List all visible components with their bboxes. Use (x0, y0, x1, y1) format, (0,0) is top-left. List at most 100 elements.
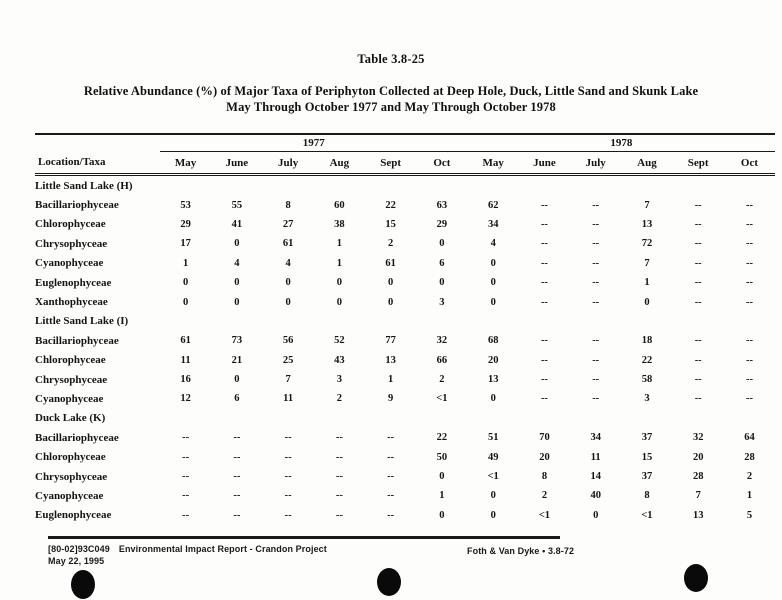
value-cell: -- (182, 432, 190, 444)
taxa-row: Bacillariophyceae 61 73 56 52 77 32 68 -- -- 18 -- -… (35, 331, 775, 350)
value-cell: 1 (746, 490, 753, 502)
value-cell: -- (540, 393, 548, 405)
value-cell: 27 (282, 218, 294, 230)
value-cell: 4 (490, 238, 496, 250)
value-cell: 34 (487, 218, 499, 230)
value-cell: 77 (385, 335, 396, 347)
value-cell: -- (284, 432, 292, 444)
taxon-label: Chlorophyceae (35, 354, 106, 367)
value-cell: 0 (490, 257, 496, 269)
value-cell: -- (284, 509, 292, 521)
taxon-label: Euglenophyceae (35, 509, 112, 522)
value-cell: -- (233, 471, 241, 483)
value-cell: 8 (285, 199, 291, 211)
value-cell: 61 (385, 257, 396, 269)
taxon-label: Bacillariophyceae (35, 199, 119, 212)
value-cell: 22 (436, 432, 448, 444)
value-cell: 0 (439, 471, 445, 483)
value-cell: -- (694, 296, 702, 308)
value-cell: -- (694, 238, 702, 250)
taxon-label: Cyanophyceae (35, 392, 104, 405)
value-cell: -- (745, 238, 753, 250)
month-header: Aug (621, 151, 673, 176)
value-cell: 60 (334, 199, 345, 211)
value-cell: 49 (487, 451, 499, 463)
value-cell: -- (540, 238, 548, 250)
value-cell: -- (233, 432, 241, 444)
value-cell: 70 (539, 432, 550, 444)
value-cell: -- (540, 277, 548, 289)
value-cell: 16 (180, 374, 191, 386)
taxon-label: Chlorophyceae (35, 218, 106, 231)
value-cell: -- (233, 509, 241, 521)
taxa-row: Xanthophyceae 0 0 0 0 0 3 0 -- -- 0 -- -- (35, 292, 775, 311)
value-cell: -- (284, 490, 292, 502)
value-cell: 0 (490, 277, 496, 289)
value-cell: 13 (487, 374, 499, 386)
value-cell: 1 (644, 277, 650, 289)
value-cell: 0 (490, 296, 496, 308)
value-cell: -- (694, 374, 702, 386)
value-cell: -- (694, 257, 702, 269)
month-header: Aug (313, 151, 365, 176)
value-cell: 20 (539, 451, 550, 463)
value-cell: 0 (388, 277, 394, 289)
hole-punch-dot (71, 570, 95, 599)
footer-doc-title: Environmental Impact Report - Crandon Pr… (118, 544, 327, 554)
value-cell: 0 (183, 277, 189, 289)
value-cell: 18 (641, 335, 653, 347)
value-cell: 61 (180, 335, 191, 347)
value-cell: 11 (180, 354, 191, 366)
location-label: Duck Lake (K) (35, 412, 106, 425)
value-cell: -- (694, 199, 702, 211)
month-header: Sept (672, 151, 724, 176)
taxon-label: Cyanophyceae (35, 257, 104, 270)
taxon-label: Bacillariophyceae (35, 431, 119, 444)
value-cell: -- (540, 374, 548, 386)
value-cell: -- (592, 393, 600, 405)
value-cell: -- (540, 257, 548, 269)
value-cell: 1 (183, 257, 189, 269)
month-header: May (160, 151, 212, 176)
value-cell: -- (182, 490, 190, 502)
value-cell: 9 (388, 393, 394, 405)
periphyton-abundance-table: 1977 1978 Location/Taxa May June July Aug Se… (35, 133, 776, 525)
value-cell: -- (387, 451, 395, 463)
value-cell: 1 (336, 257, 342, 269)
taxon-label: Bacillariophyceae (35, 334, 119, 347)
value-cell: 0 (234, 277, 240, 289)
value-cell: 0 (644, 296, 650, 308)
value-cell: 51 (487, 432, 499, 444)
value-cell: -- (540, 199, 548, 211)
taxa-row: Euglenophyceae 0 0 0 0 0 0 0 -- -- 1 -- -- (35, 273, 775, 292)
value-cell: 7 (644, 257, 650, 269)
value-cell: -- (694, 277, 702, 289)
taxon-label: Euglenophyceae (35, 276, 112, 289)
value-cell: -- (592, 257, 600, 269)
value-cell: 41 (231, 218, 243, 230)
value-cell: 62 (487, 199, 499, 211)
value-cell: 15 (641, 451, 653, 463)
value-cell: 2 (541, 490, 548, 502)
value-cell: 6 (439, 257, 445, 269)
value-cell: 72 (641, 238, 653, 250)
value-cell: 20 (487, 354, 499, 366)
value-cell: -- (745, 218, 753, 230)
value-cell: 22 (641, 354, 653, 366)
value-cell: -- (694, 354, 702, 366)
value-cell: 13 (385, 354, 396, 366)
value-cell: 37 (641, 471, 653, 483)
value-cell: 73 (231, 335, 243, 347)
taxa-row: Bacillariophyceae 53 55 8 60 22 63 62 -- -- 7 -- -- (35, 195, 775, 214)
taxa-row: Chlorophyceae -- -- -- -- -- 50 49 20 11 15 20 28 (35, 447, 775, 466)
value-cell: 1 (388, 374, 394, 386)
value-cell: 4 (285, 257, 291, 269)
value-cell: 7 (285, 374, 291, 386)
value-cell: -- (745, 199, 753, 211)
value-cell: 4 (234, 257, 240, 269)
value-cell: -- (592, 374, 600, 386)
value-cell: 32 (436, 335, 448, 347)
table-title-line2: May Through October 1977 and May Through… (226, 99, 556, 114)
value-cell: -- (387, 432, 395, 444)
